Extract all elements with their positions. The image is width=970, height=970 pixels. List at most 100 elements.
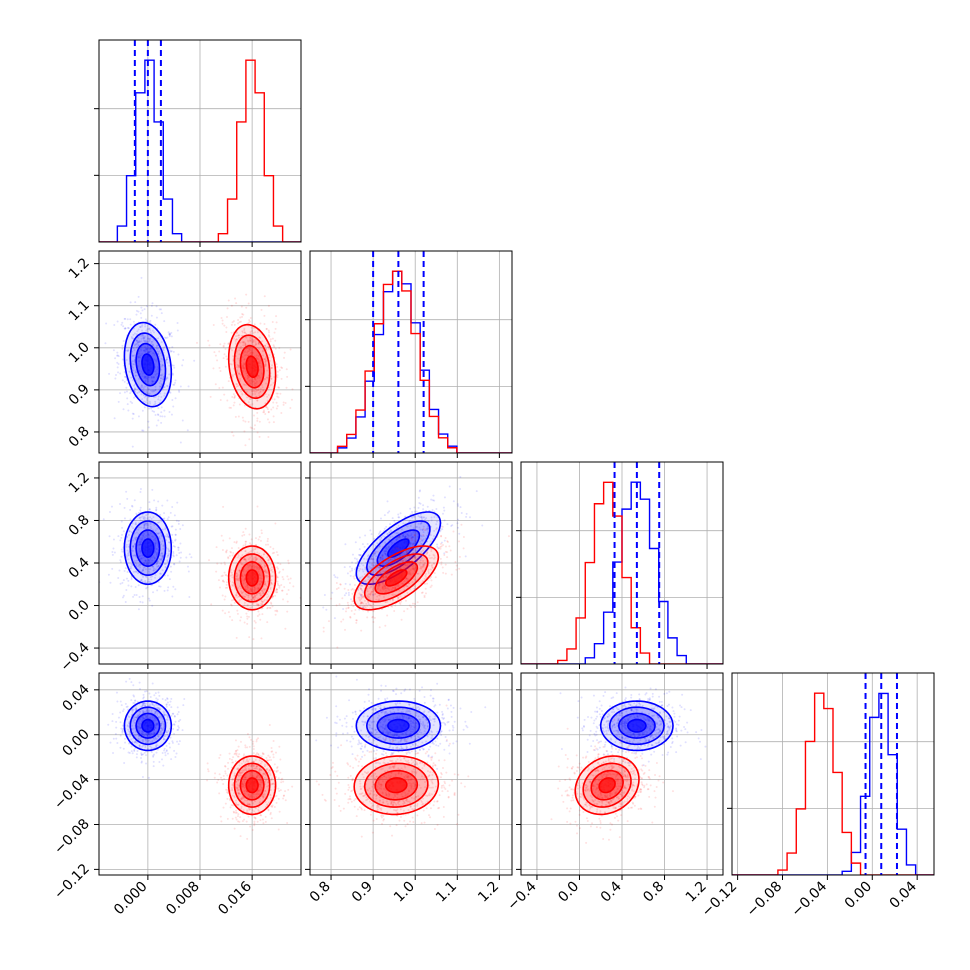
scatter-point (228, 554, 231, 557)
scatter-point (239, 316, 242, 319)
scatter-point (161, 415, 164, 418)
scatter-point (151, 352, 154, 355)
scatter-point (139, 491, 142, 494)
scatter-point (255, 382, 258, 385)
scatter-point (344, 543, 347, 546)
scatter-point (448, 485, 451, 488)
scatter-point (264, 359, 267, 362)
scatter-point (372, 610, 375, 613)
scatter-point (238, 349, 241, 352)
scatter-point (440, 545, 443, 548)
scatter-point (136, 391, 139, 394)
scatter-point (260, 600, 263, 603)
scatter-point (374, 552, 377, 555)
scatter-point (116, 700, 119, 703)
scatter-point (408, 604, 411, 607)
scatter-point (345, 592, 348, 595)
scatter-point (274, 522, 277, 525)
scatter-point (161, 552, 164, 555)
scatter-point (147, 347, 150, 350)
scatter-point (146, 337, 149, 340)
scatter-point (266, 369, 269, 372)
scatter-point (267, 304, 270, 307)
scatter-point (237, 554, 240, 557)
scatter-point (172, 555, 175, 558)
scatter-point (138, 377, 141, 380)
scatter-point (258, 562, 261, 565)
scatter-point (121, 596, 124, 599)
scatter-point (235, 591, 238, 594)
scatter-point (276, 395, 279, 398)
scatter-point (186, 565, 189, 568)
scatter-point (265, 574, 268, 577)
scatter-point (174, 397, 177, 400)
scatter-point (154, 576, 157, 579)
scatter-point (281, 576, 284, 579)
scatter-point (174, 533, 177, 536)
scatter-point (132, 337, 135, 340)
scatter-point (126, 705, 129, 708)
scatter-point (252, 338, 255, 341)
scatter-point (289, 348, 292, 351)
scatter-point (145, 581, 148, 584)
scatter-point (155, 506, 158, 509)
scatter-point (239, 378, 242, 381)
scatter-point (176, 321, 179, 324)
scatter-point (276, 582, 279, 585)
scatter-point (171, 741, 174, 744)
scatter-point (141, 557, 144, 560)
scatter-point (235, 338, 238, 341)
scatter-point (264, 598, 267, 601)
scatter-point (127, 552, 130, 555)
scatter-point (112, 538, 115, 541)
scatter-point (168, 335, 171, 338)
scatter-point (153, 537, 156, 540)
scatter-point (126, 349, 129, 352)
scatter-point (145, 320, 148, 323)
scatter-point (264, 358, 267, 361)
scatter-point (226, 358, 229, 361)
scatter-point (142, 566, 145, 569)
scatter-point (140, 384, 143, 387)
scatter-point (246, 615, 249, 618)
scatter-point (160, 396, 163, 399)
scatter-point (265, 327, 268, 330)
scatter-point (248, 376, 251, 379)
scatter-point (166, 574, 169, 577)
scatter-point (164, 699, 167, 702)
scatter-point (127, 348, 130, 351)
scatter-point (333, 574, 336, 577)
scatter-point (176, 706, 179, 709)
scatter-point (144, 401, 147, 404)
scatter-point (147, 597, 150, 600)
scatter-point (166, 559, 169, 562)
scatter-point (265, 376, 268, 379)
scatter-point (322, 630, 325, 633)
scatter-point (283, 585, 286, 588)
scatter-point (242, 344, 245, 347)
scatter-point (360, 595, 363, 598)
scatter-point (154, 546, 157, 549)
scatter-point (137, 584, 140, 587)
panel-2-0: −0.40.00.40.81.2 (57, 461, 302, 675)
scatter-point (241, 330, 244, 333)
scatter-point (221, 594, 224, 597)
scatter-point (121, 358, 124, 361)
scatter-point (126, 554, 129, 557)
scatter-point (260, 577, 263, 580)
y-tick-label: 1.0 (66, 339, 93, 366)
scatter-point (258, 364, 261, 367)
scatter-point (174, 528, 177, 531)
y-tick-label: 1.2 (66, 469, 93, 496)
scatter-point (234, 816, 237, 819)
scatter-point (160, 374, 163, 377)
scatter-point (160, 557, 163, 560)
scatter-point (171, 364, 174, 367)
scatter-point (385, 548, 388, 551)
scatter-point (250, 550, 253, 553)
scatter-point (251, 829, 254, 832)
scatter-point (247, 594, 250, 597)
scatter-point (128, 530, 131, 533)
scatter-point (130, 336, 133, 339)
scatter-point (167, 552, 170, 555)
